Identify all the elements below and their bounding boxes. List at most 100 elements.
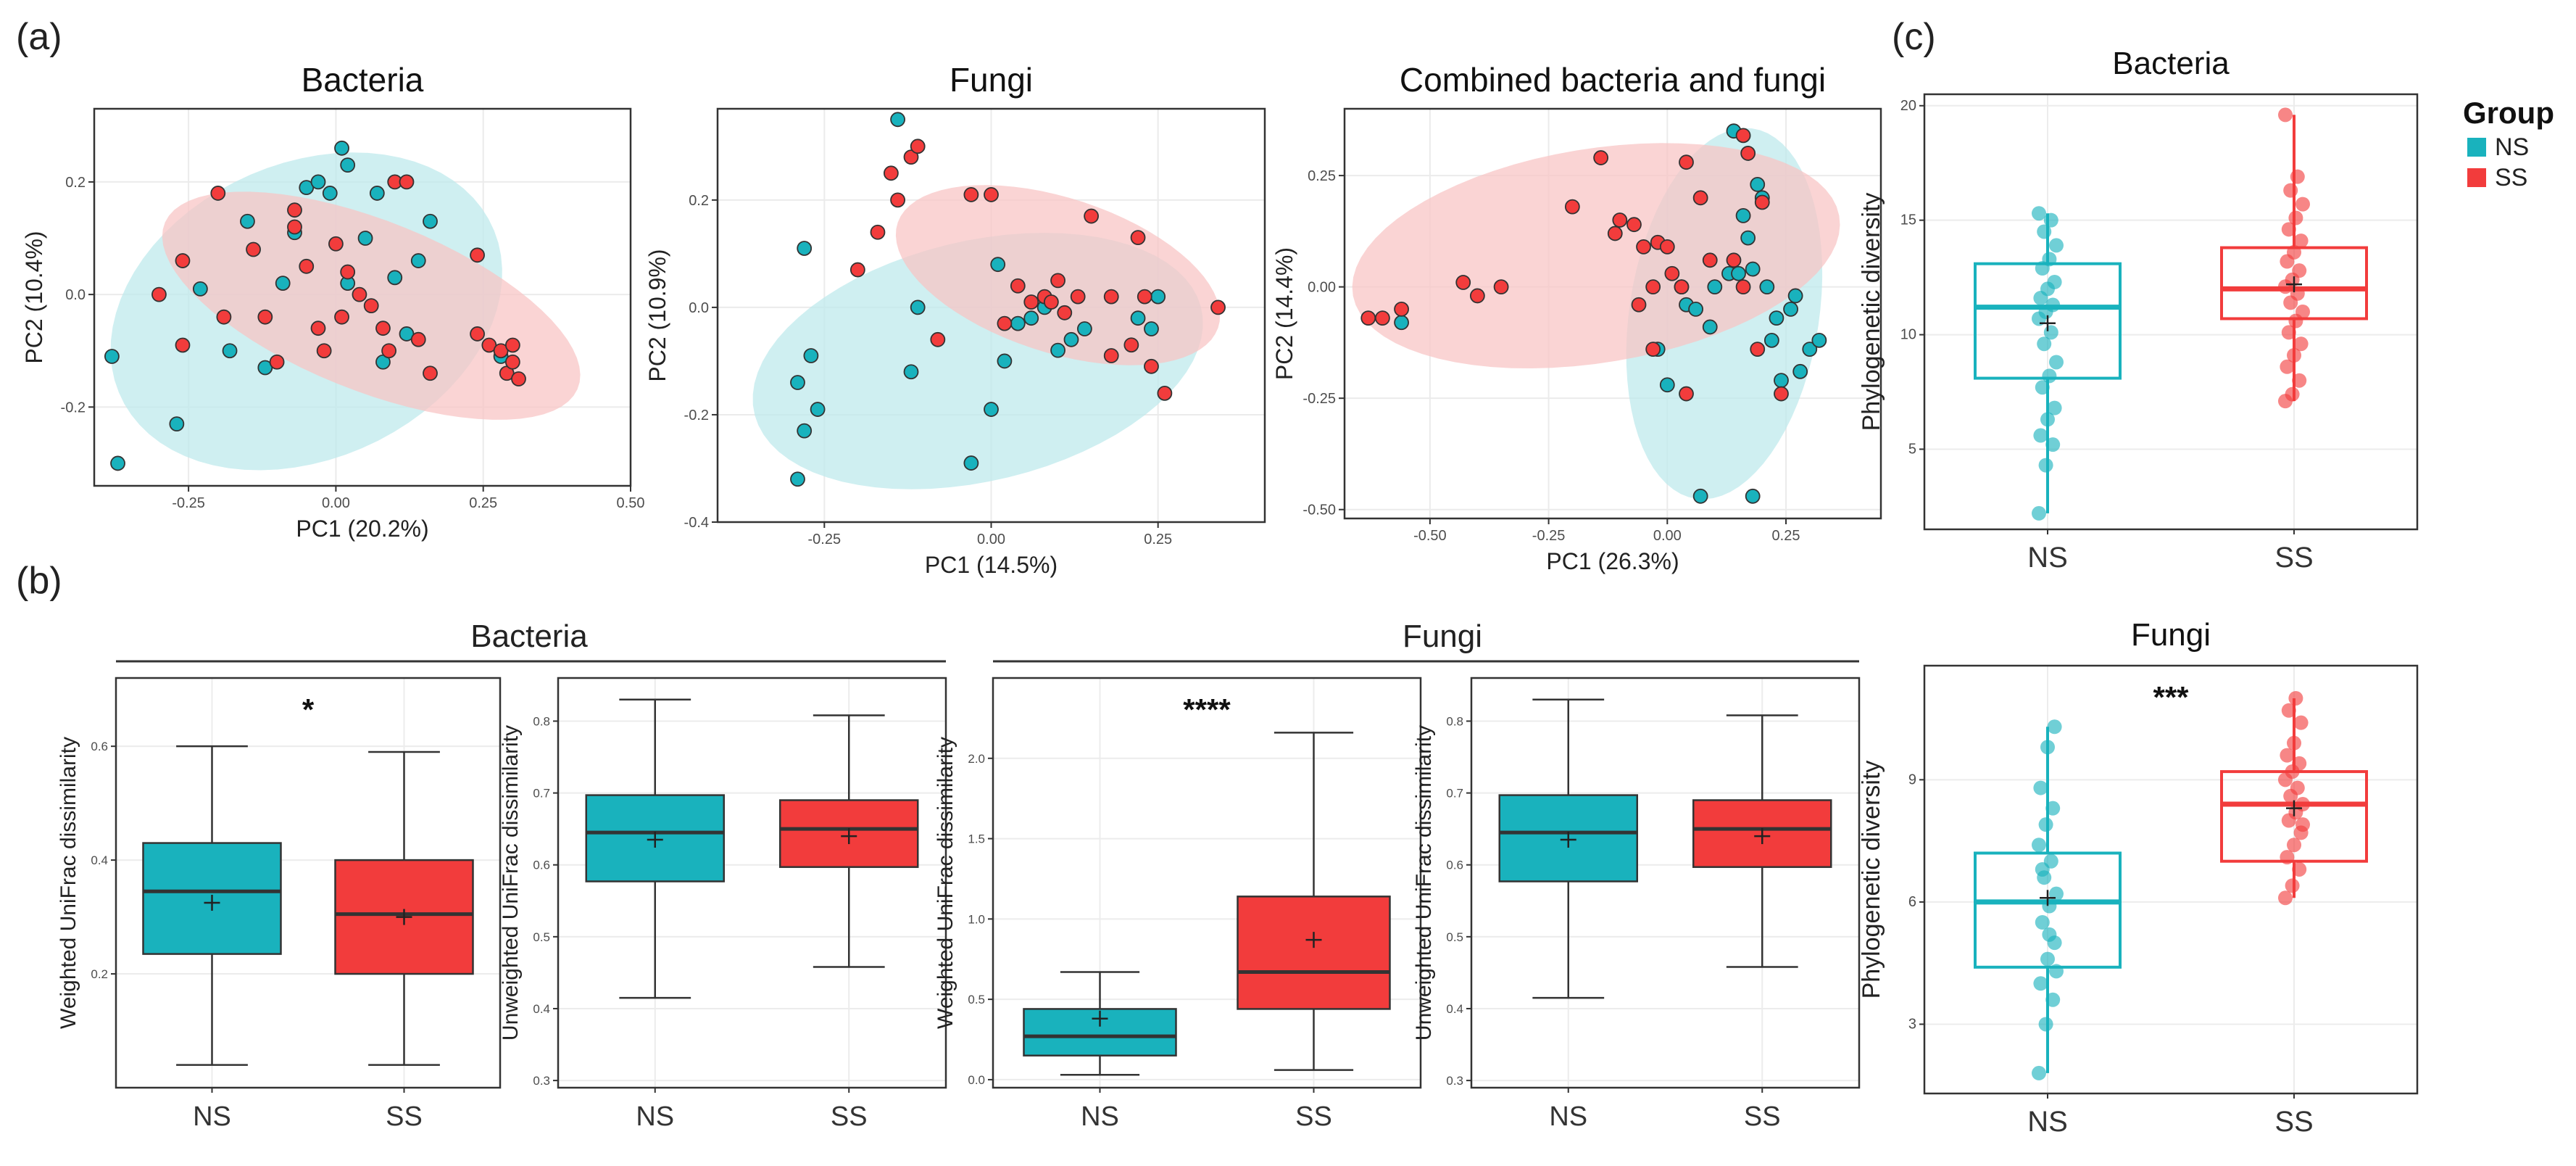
point-ss [1645, 279, 1661, 295]
y-tick-label: 15 [1900, 212, 1916, 228]
point-ns [990, 257, 1006, 273]
significance-marker: * [302, 692, 315, 727]
y-tick-label: 0.2 [689, 193, 709, 209]
data-point [2281, 325, 2296, 340]
point-ss [1210, 299, 1226, 315]
data-point [2292, 263, 2307, 278]
point-ss [1360, 310, 1376, 326]
point-ns [797, 241, 813, 256]
plot-border [1470, 677, 1861, 1089]
point-ns [1077, 321, 1092, 336]
point-ns [410, 253, 426, 268]
data-point [2283, 183, 2298, 198]
data-point [2035, 380, 2050, 395]
data-point [2038, 1017, 2053, 1032]
point-ss [930, 331, 946, 347]
point-ss [423, 365, 438, 381]
data-point [2032, 838, 2046, 853]
chart-title: Fungi [2131, 617, 2211, 653]
point-ns [803, 348, 819, 363]
point-ns [1130, 310, 1146, 326]
y-tick-label: 0.3 [1446, 1074, 1463, 1088]
data-point [2293, 233, 2309, 249]
x-tick-label: 0.50 [617, 495, 645, 511]
data-point [2049, 238, 2064, 253]
point-ns [104, 349, 120, 364]
point-ss [1157, 385, 1173, 401]
point-ss [287, 219, 302, 235]
y-tick-label: 0.2 [91, 967, 108, 981]
point-ss [1612, 212, 1628, 228]
data-point [2278, 890, 2293, 906]
y-axis-label: Phylogenetic diversity [1858, 193, 1885, 431]
data-point [2290, 780, 2305, 795]
panel-label-c: (c) [1892, 16, 1936, 58]
category-label-ns: NS [193, 1101, 231, 1132]
point-ss [1607, 226, 1623, 241]
box-ns [1974, 719, 2122, 1080]
y-axis-label: Weighted UniFrac dissimilarity [57, 737, 80, 1029]
b-group-title-bacteria: Bacteria [470, 619, 588, 654]
legend-label-ns: NS [2495, 133, 2529, 161]
point-ss [1043, 294, 1059, 310]
chart-title: Bacteria [2112, 46, 2230, 81]
y-tick-label: 2.0 [968, 752, 985, 766]
point-ss [883, 165, 899, 181]
point-ns [790, 375, 805, 390]
point-ns [369, 186, 385, 201]
data-point [2032, 505, 2046, 521]
point-ss [511, 371, 526, 386]
data-point [2032, 206, 2046, 221]
point-ss [1631, 297, 1647, 313]
y-axis-label: PC2 (14.4%) [1271, 247, 1297, 380]
data-point [2293, 336, 2309, 352]
legend-title: Group [2463, 96, 2554, 130]
y-tick-label: 20 [1900, 98, 1916, 114]
y-tick-label: 0.6 [91, 740, 108, 753]
point-ss [963, 187, 979, 202]
data-point [2292, 756, 2307, 771]
chart-b4: 0.3 0.4 0.5 0.6 0.7 0.8 NS SS Unweighted UniFrac… [1412, 677, 1861, 1132]
y-tick-label: 0.0 [689, 300, 709, 316]
point-ss [334, 309, 349, 325]
box-ss [334, 751, 474, 1066]
point-ns [997, 353, 1013, 369]
category-label-ns: NS [636, 1101, 674, 1132]
point-ns [890, 112, 905, 128]
box-iqr [1237, 896, 1391, 1010]
category-label-ss: SS [386, 1101, 423, 1132]
point-ss [1664, 265, 1680, 281]
point-ns [1811, 332, 1827, 348]
box-iqr [585, 794, 725, 882]
y-axis-label: PC2 (10.4%) [21, 231, 47, 363]
y-tick-label: 0.25 [1308, 168, 1336, 184]
point-ss [1702, 252, 1718, 268]
point-ns [169, 416, 185, 432]
y-tick-label: 0.6 [1446, 859, 1463, 872]
point-ns [1774, 373, 1789, 389]
data-point [2290, 169, 2305, 184]
data-point [2280, 748, 2295, 763]
x-axis-label: PC1 (14.5%) [925, 552, 1058, 578]
y-tick-label: 0.2 [65, 175, 86, 191]
data-point [2288, 690, 2303, 706]
point-ns [1745, 488, 1761, 504]
data-point [2042, 927, 2057, 942]
plot-border [115, 677, 502, 1089]
data-point [2049, 355, 2064, 370]
data-point [2295, 305, 2310, 319]
chart-a1: -0.25 0.00 0.25 0.50 -0.2 0.0 0.2 Bacteria PC1 (… [21, 61, 644, 542]
point-ss [1564, 199, 1580, 215]
data-point [2047, 400, 2062, 415]
y-axis-label: PC2 (10.9%) [644, 249, 670, 381]
point-ss [1674, 279, 1690, 295]
y-axis-label: Phylogenetic diversity [1858, 761, 1885, 999]
legend: Group NS SS [2463, 96, 2554, 191]
chart-c1: 5 10 15 20 NS SS Phylogenetic diversity Bacteri… [1858, 46, 2419, 574]
y-tick-label: -0.25 [1302, 391, 1336, 407]
point-ss [1103, 289, 1119, 305]
point-ss [910, 138, 926, 154]
point-ns [1802, 342, 1818, 357]
point-ns [1769, 310, 1784, 326]
point-ns [1063, 331, 1079, 347]
